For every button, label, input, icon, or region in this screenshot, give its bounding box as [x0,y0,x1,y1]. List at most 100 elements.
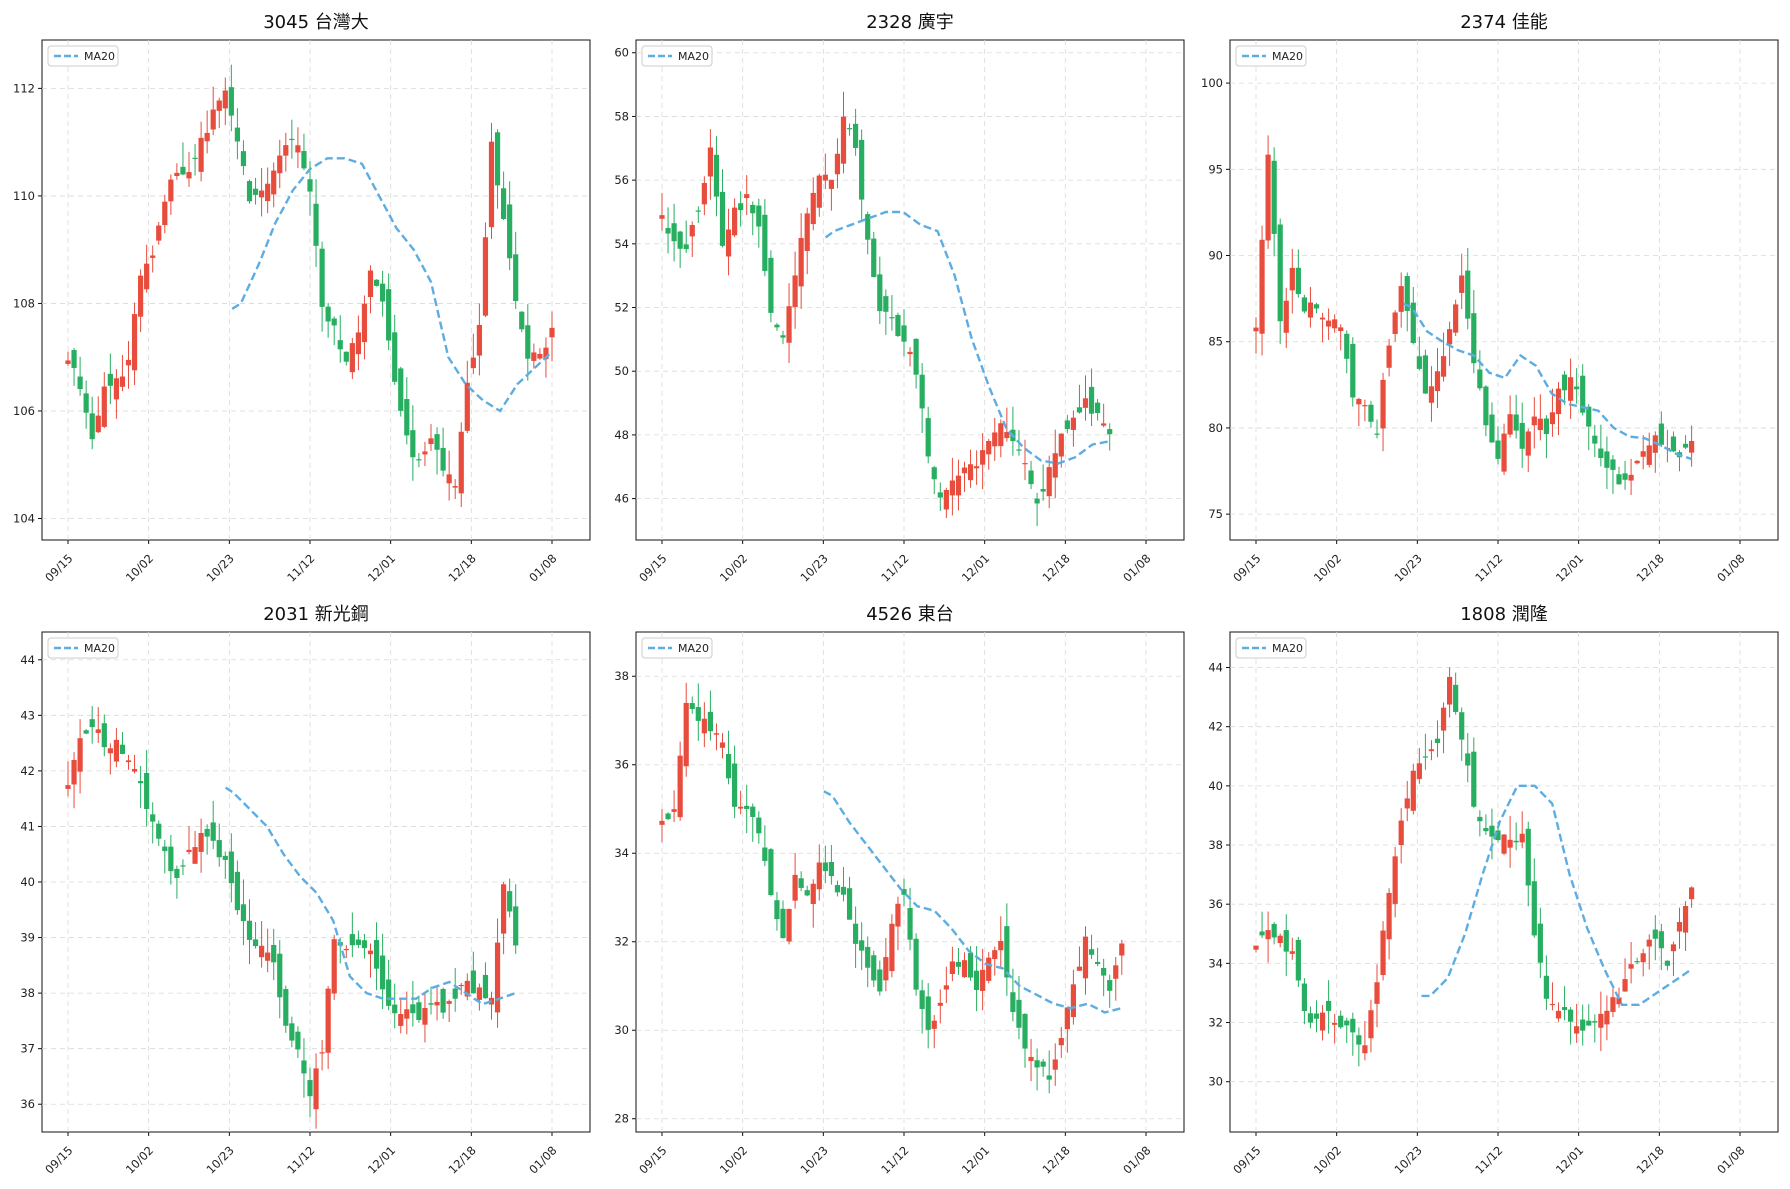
y-tick-label: 41 [20,819,35,833]
candle-down [707,711,713,732]
candle-up [980,969,986,991]
candle-up [476,987,482,1000]
candle-up [107,748,113,754]
chart-title: 4526 東台 [866,604,954,625]
candlestick-chart-5: 4526 東台 28 30 32 34 36 38 09/15 10/02 10/23 11/12 1… [614,604,1185,1177]
candle-up [355,332,361,355]
candle-down [1283,930,1289,952]
candle-up [1052,453,1058,478]
candle-down [252,188,259,195]
y-tick-label: 56 [614,173,629,187]
x-tick-label: 12/18 [1040,1143,1073,1176]
candle-down [355,939,361,945]
candle-down [1344,1020,1350,1026]
candle-down [1459,712,1465,740]
candle-down [1682,443,1689,448]
candle-up [1022,463,1028,465]
candle-up [113,739,119,762]
candle-up [1380,930,1386,975]
candle-down [1568,1009,1574,1022]
y-tick-label: 40 [20,875,35,889]
candle-down [1004,926,1010,978]
candle-up [428,438,434,445]
x-tick-label: 10/23 [204,1143,237,1176]
candle-up [1610,997,1616,1012]
candle-down [1040,1061,1046,1067]
candle-down [1107,980,1113,991]
y-tick-label: 44 [20,653,35,667]
y-tick-label: 106 [13,404,35,418]
candle-up [1428,386,1435,403]
candle-down [859,139,865,200]
candle-up [1689,887,1695,900]
candle-up [961,960,968,978]
candle-down [1040,489,1046,492]
y-tick-label: 38 [1208,838,1223,852]
candle-up [1259,239,1265,334]
x-tick-label: 10/02 [717,1143,750,1176]
candle-down [1586,406,1592,427]
candle-up [1082,936,1089,979]
candle-down [762,847,768,861]
candle-down [1356,1035,1362,1045]
candle-up [659,215,665,219]
candle-down [1543,975,1549,999]
x-tick-label: 12/01 [365,551,398,584]
candle-down [1465,753,1471,766]
candle-down [1101,967,1107,976]
candle-up [470,357,476,369]
x-tick-label: 09/15 [42,1143,75,1176]
candle-up [1640,953,1646,963]
candle-down [1580,1019,1586,1031]
candle-down [1580,375,1586,413]
candle-down [482,974,489,999]
candle-down [937,492,943,498]
candle-up [77,738,83,772]
candle-down [1271,923,1277,938]
candle-down [1088,949,1095,955]
candle-down [71,350,77,368]
x-tick-label: 12/01 [959,551,992,584]
candle-down [1350,343,1356,398]
candle-up [537,353,543,359]
x-tick-label: 10/23 [798,1143,831,1176]
candle-down [519,311,525,330]
candlestick-chart-6: 1808 潤隆 30 32 34 36 38 40 42 44 09/15 10/02 10/23 11… [1208,604,1779,1177]
candle-down [1076,407,1083,413]
legend-label: MA20 [84,50,115,63]
candle-down [955,961,962,967]
candle-down [1088,386,1095,414]
candle-up [1682,905,1689,933]
candle-up [1555,1010,1562,1019]
candle-up [1507,839,1513,848]
y-tick-label: 75 [1208,507,1223,521]
candle-down [671,223,677,242]
y-tick-label: 110 [13,189,35,203]
candle-up [150,255,156,258]
candle-down [774,324,780,328]
candle-up [1076,966,1083,971]
candle-up [422,1007,428,1025]
x-tick-label: 12/01 [1553,551,1586,584]
candle-up [949,961,955,974]
candle-up [677,755,683,818]
candle-up [1362,1045,1368,1054]
candle-down [373,279,380,286]
candle-up [798,237,804,287]
candle-down [361,940,368,949]
candle-down [83,393,89,413]
candle-up [980,450,986,465]
candle-up [1113,965,1119,979]
candle-down [1016,449,1022,451]
candle-up [810,192,816,225]
plot-frame [635,631,1185,1133]
candle-up [367,270,374,298]
candle-up [1531,416,1537,426]
candle-down [1561,374,1568,391]
candle-down [1574,386,1580,390]
candle-down [277,953,283,998]
candle-down [452,988,458,999]
candle-down [1495,440,1501,459]
x-tick-label: 11/12 [1472,1143,1505,1176]
candle-up [186,849,192,853]
